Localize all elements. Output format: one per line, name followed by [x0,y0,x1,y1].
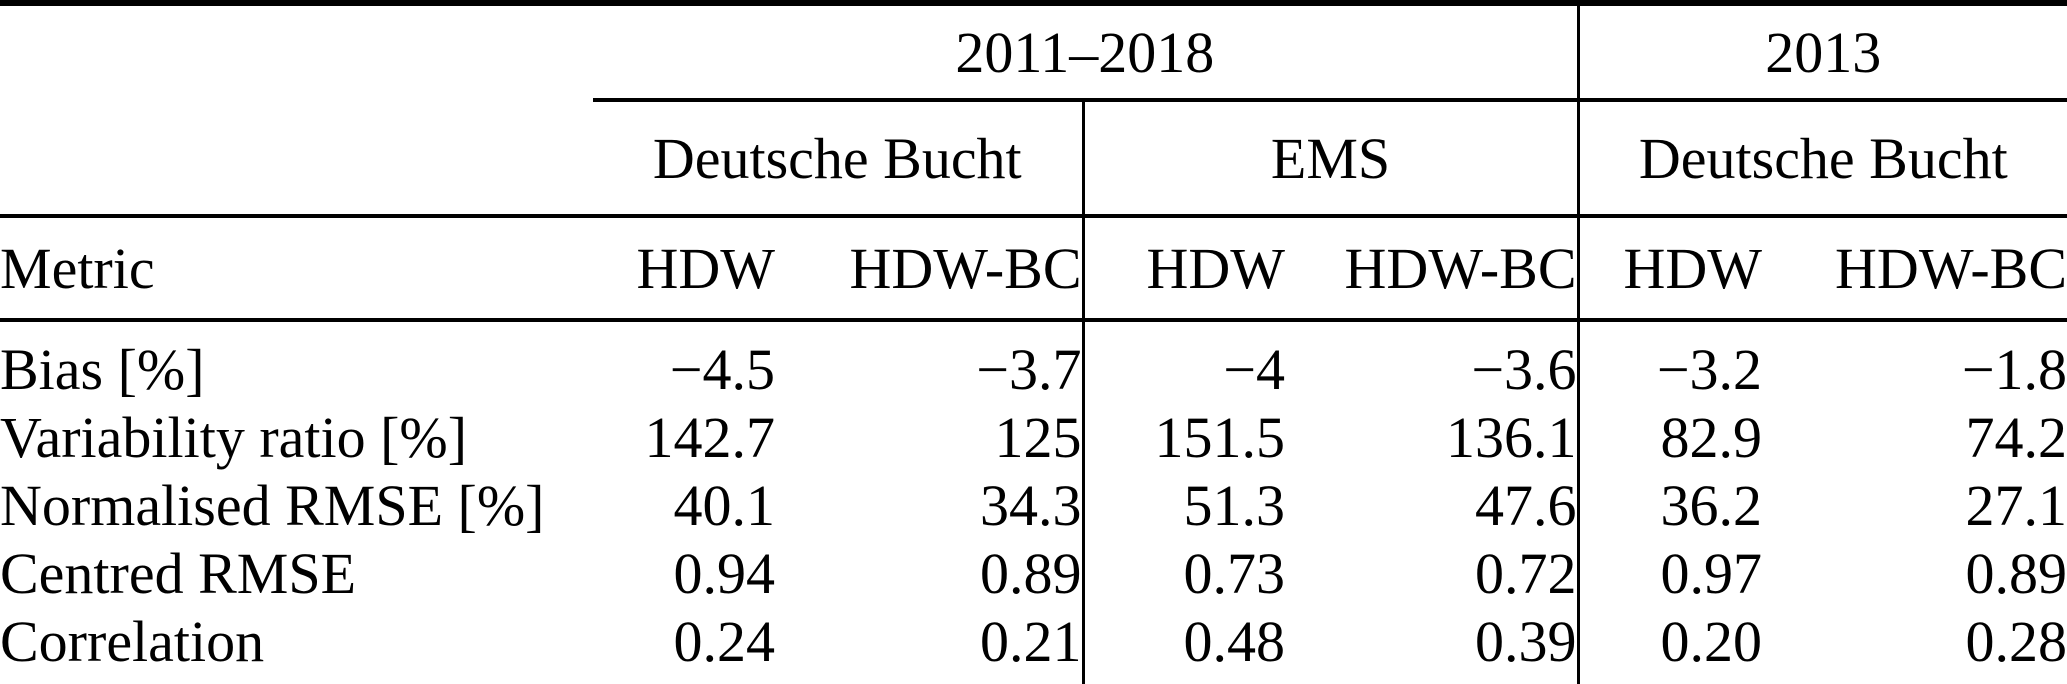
region-deutsche-bucht-2013: Deutsche Bucht [1576,100,2067,218]
corner-spacer [0,100,593,218]
model-header-hdw: HDW [1081,216,1285,322]
value-cell: 151.5 [1081,404,1285,472]
value-cell: 0.97 [1576,540,1763,608]
value-cell: −3.2 [1576,320,1763,404]
table-row-centred-rmse: Centred RMSE 0.94 0.89 0.73 0.72 0.97 0.… [0,540,2067,608]
value-cell: 40.1 [673,473,776,538]
table-row-normalised-rmse: Normalised RMSE [%] 40.1 34.3 51.3 47.6 … [0,472,2067,540]
metric-cell: Bias [%] [0,337,205,402]
model-header-hdw-bc: HDW-BC [1285,216,1579,322]
value-cell: 34.3 [980,473,1082,538]
model-header-hdw: HDW [1576,216,1763,322]
model-header-row: Metric HDW HDW-BC HDW HDW-BC HDW HDW-BC [0,216,2067,322]
value-cell: 0.21 [980,609,1082,674]
value-cell: −3.7 [976,337,1082,402]
value-cell: 0.28 [1965,609,2067,674]
value-cell: 36.2 [1576,472,1763,540]
year-header-row: 2011–2018 2013 [0,3,2067,102]
table-row-correlation: Correlation 0.24 0.21 0.48 0.39 0.20 0.2… [0,608,2067,684]
value-cell: 125 [994,405,1082,470]
metric-cell: Correlation [0,609,265,674]
value-cell: 0.94 [673,541,776,606]
value-cell: −1.8 [1961,337,2067,402]
corner-spacer [0,3,593,100]
metric-cell: Variability ratio [%] [0,405,468,470]
region-header-row: Deutsche Bucht EMS Deutsche Bucht [0,100,2067,218]
value-cell: 142.7 [644,405,776,470]
value-cell: 27.1 [1965,473,2067,538]
table-row-variability-ratio: Variability ratio [%] 142.7 125 151.5 13… [0,404,2067,472]
value-cell: 82.9 [1576,404,1763,472]
metric-cell: Normalised RMSE [%] [0,473,545,538]
value-cell: −4 [1081,320,1285,404]
metric-column-header: Metric [0,216,593,322]
value-cell: 0.20 [1576,608,1763,684]
value-cell: 0.89 [1965,541,2067,606]
value-cell: 51.3 [1081,472,1285,540]
value-cell: 0.48 [1081,608,1285,684]
region-ems: EMS [1081,100,1579,218]
metric-cell: Centred RMSE [0,541,357,606]
value-cell: −3.6 [1471,337,1577,402]
value-cell: 136.1 [1446,405,1577,470]
value-cell: 0.72 [1475,541,1577,606]
value-cell: 0.39 [1475,609,1577,674]
value-cell: 0.89 [980,541,1082,606]
region-deutsche-bucht-2011-2018: Deutsche Bucht [593,100,1083,218]
model-header-hdw-bc: HDW-BC [775,216,1083,322]
value-cell: −4.5 [669,337,775,402]
table-row-bias: Bias [%] −4.5 −3.7 −4 −3.6 −3.2 −1.8 [0,320,2067,404]
value-cell: 47.6 [1475,473,1577,538]
value-cell: 0.24 [673,609,776,674]
model-header-hdw: HDW [593,216,775,322]
year-group-2011-2018: 2011–2018 [593,3,1579,102]
model-header-hdw-bc: HDW-BC [1762,216,2067,322]
value-cell: 74.2 [1965,405,2067,470]
year-group-2013: 2013 [1576,3,2067,102]
value-cell: 0.73 [1081,540,1285,608]
